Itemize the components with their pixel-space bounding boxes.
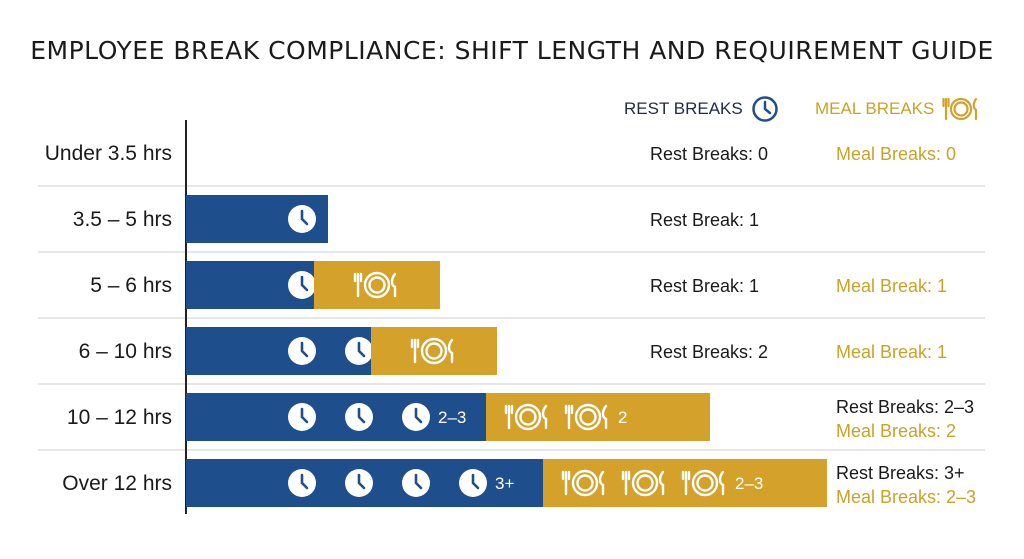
category-label: 6 – 10 hrs	[79, 340, 172, 363]
rest-requirement-text: Rest Breaks: 2–3	[836, 397, 974, 417]
category-label: Under 3.5 hrs	[45, 142, 172, 165]
plate-icon	[561, 469, 605, 497]
chart-row: Under 3.5 hrs Rest Breaks: 0 Meal Breaks: …	[45, 142, 956, 165]
clock-icon	[345, 403, 373, 431]
category-label: 5 – 6 hrs	[90, 274, 172, 297]
chart-row: 10 – 12 hrs 2–3 2 Rest Breaks: 2–3 Meal Brea…	[67, 393, 974, 441]
category-label: 10 – 12 hrs	[67, 406, 172, 429]
clock-icon	[345, 469, 373, 497]
meal-count-label: 2–3	[735, 474, 763, 493]
meal-requirement-text: Meal Break: 1	[836, 342, 947, 362]
rest-bar-segment	[186, 327, 371, 375]
plate-icon	[410, 337, 454, 365]
chart-row: 3.5 – 5 hrs Rest Break: 1	[73, 195, 759, 243]
meal-bar-segment	[314, 261, 440, 309]
chart-row: 5 – 6 hrs Rest Break: 1 Meal Break: 1	[90, 261, 947, 309]
rest-requirement-text: Rest Breaks: 0	[650, 144, 768, 164]
chart-row: 6 – 10 hrs Rest Breaks: 2 Meal Break: 1	[79, 327, 947, 375]
meal-requirement-text: Meal Breaks: 2	[836, 421, 956, 441]
plate-icon	[681, 469, 725, 497]
meal-count-label: 2	[618, 408, 627, 427]
clock-icon	[345, 337, 373, 365]
clock-icon	[288, 205, 316, 233]
meal-requirement-text: Meal Break: 1	[836, 276, 947, 296]
plate-icon	[621, 469, 665, 497]
clock-icon	[288, 403, 316, 431]
clock-icon	[751, 96, 778, 122]
meal-bar-segment	[371, 327, 497, 375]
plate-icon	[504, 403, 548, 431]
clock-icon	[288, 337, 316, 365]
meal-bar-segment	[486, 393, 710, 441]
clock-icon	[288, 469, 316, 497]
clock-icon	[402, 469, 430, 497]
plate-icon	[353, 271, 397, 299]
clock-icon	[459, 469, 487, 497]
rest-count-label: 3+	[495, 474, 514, 493]
clock-icon	[402, 403, 430, 431]
legend-meal-breaks: MEAL BREAKS	[815, 96, 980, 122]
rest-requirement-text: Rest Breaks: 2	[650, 342, 768, 362]
rest-requirement-text: Rest Breaks: 3+	[836, 463, 965, 483]
legend-rest-breaks: REST BREAKS	[624, 96, 779, 122]
clock-icon	[288, 271, 316, 299]
legend-rest-label: REST BREAKS	[624, 99, 743, 118]
category-label: Over 12 hrs	[62, 472, 172, 495]
plate-icon	[942, 97, 978, 121]
meal-requirement-text: Meal Breaks: 2–3	[836, 487, 976, 507]
chart-title: EMPLOYEE BREAK COMPLIANCE: SHIFT LENGTH …	[30, 36, 994, 65]
plate-icon	[564, 403, 608, 431]
rest-bar-segment	[186, 393, 486, 441]
chart-row: Over 12 hrs 3+ 2–3 Rest Breaks: 3+ Meal Brea…	[62, 459, 976, 507]
rest-requirement-text: Rest Break: 1	[650, 276, 759, 296]
legend-meal-label: MEAL BREAKS	[815, 99, 935, 118]
rest-requirement-text: Rest Break: 1	[650, 210, 759, 230]
rest-count-label: 2–3	[438, 408, 466, 427]
category-label: 3.5 – 5 hrs	[73, 208, 172, 231]
meal-requirement-text: Meal Breaks: 0	[836, 144, 956, 164]
